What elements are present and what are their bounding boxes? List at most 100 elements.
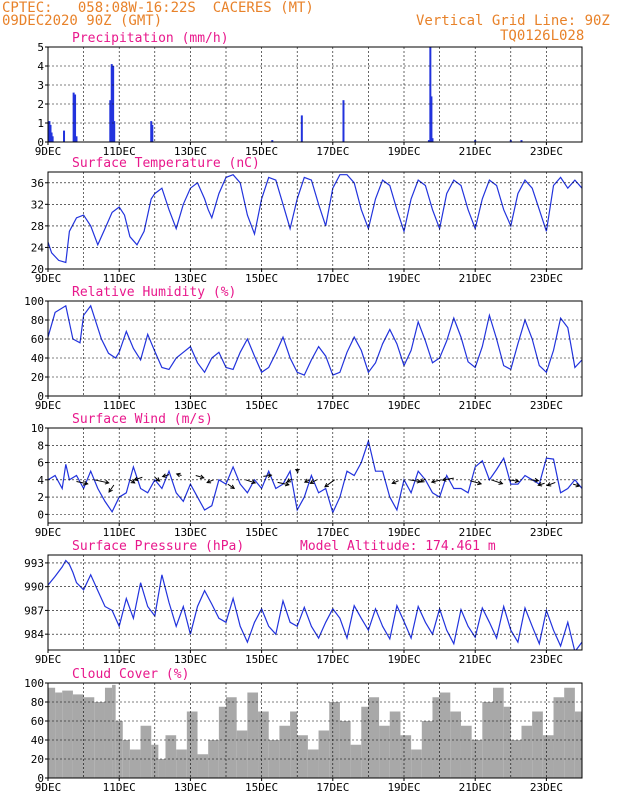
cloud-bar [297, 735, 308, 778]
x-tick-label: 17DEC [316, 526, 349, 539]
pressure-panel: 984 987 990 993 9DEC 11DEC 13DEC 15DEC 17DEC 19DE… [24, 539, 583, 666]
cloud-bar [450, 711, 461, 778]
header-datetime: 09DEC2020 90Z (GMT) [2, 13, 163, 29]
x-tick-label: 11DEC [103, 145, 136, 158]
x-tick-label: 11DEC [103, 526, 136, 539]
cloud-bar [186, 711, 198, 778]
cloud-bar [176, 749, 187, 778]
y-tick-label: 20 [31, 263, 44, 276]
cloud-bar [104, 687, 113, 778]
y-tick-label: 1 [37, 117, 44, 130]
x-tick-label: 13DEC [174, 526, 207, 539]
x-tick-label: 19DEC [387, 145, 420, 158]
cloud-bar [400, 735, 412, 778]
cloud-bar [521, 725, 533, 778]
panel-frame [47, 554, 583, 651]
x-tick-label: 21DEC [459, 526, 492, 539]
cloud-bar [140, 725, 152, 778]
x-tick-label: 23DEC [530, 781, 563, 794]
x-tick-label: 11DEC [103, 399, 136, 412]
wind-arrow-head [498, 480, 504, 485]
wind-arrow-head [303, 478, 309, 483]
wind-arrow-head [199, 474, 205, 480]
x-tick-label: 17DEC [316, 145, 349, 158]
precip-bar [72, 92, 75, 142]
y-tick-label: 4 [37, 60, 44, 73]
x-tick-label: 23DEC [530, 399, 563, 412]
cloud-bar [55, 692, 63, 778]
y-tick-label: 20 [31, 371, 44, 384]
wind-arrow-head [575, 482, 581, 488]
cloud-bar [553, 697, 565, 778]
cloud-bar [115, 721, 123, 778]
wind-arrow [76, 481, 88, 485]
panel-title: Cloud Cover (%) [72, 667, 189, 682]
y-tick-label: 32 [31, 198, 44, 211]
cloud-bar [129, 749, 141, 778]
x-tick-label: 11DEC [103, 272, 136, 285]
cloud-bar [421, 721, 433, 778]
wind-arrow-head [133, 476, 139, 482]
x-tick-label: 17DEC [316, 399, 349, 412]
cloud-bar [226, 697, 237, 778]
cloud-bar [389, 711, 401, 778]
y-tick-label: 8 [37, 439, 44, 452]
precip-bar [75, 136, 78, 142]
precip-bar [300, 115, 303, 142]
cloud-bar [94, 702, 105, 778]
y-tick-label: 10 [31, 422, 44, 435]
x-tick-label: 15DEC [245, 781, 278, 794]
y-tick-label: 987 [24, 604, 44, 617]
cloud-panel: 0 20 40 60 80 100 9DEC 11DEC 13DEC 15DEC 17DEC 19DE… [24, 667, 583, 794]
wind-panel: 0 2 4 6 8 10 9DEC 11DEC 13DEC 15DEC 17DEC 19DEC 21DE… [31, 412, 583, 539]
cloud-bar [218, 706, 226, 778]
cloud-bar [268, 740, 280, 778]
wind-arrow-head [477, 480, 483, 486]
x-tick-label: 19DEC [387, 272, 420, 285]
panel-frame [47, 682, 583, 779]
precip-bar [51, 136, 54, 142]
cloud-bar [72, 694, 84, 778]
wind-arrow-head [267, 473, 273, 479]
wind-arrow-head [391, 479, 397, 485]
precip-bar [110, 64, 113, 142]
wind-arrow [530, 479, 539, 482]
cloud-bar [290, 711, 298, 778]
cloud-bar [339, 721, 351, 778]
wind-arrow [94, 479, 109, 484]
cloud-bar [122, 740, 130, 778]
cloud-bar [158, 759, 166, 778]
humidity-panel: 0 20 40 60 80 100 9DEC 11DEC 13DEC 15DEC 17DEC 19DE… [24, 285, 583, 412]
y-tick-label: 990 [24, 581, 44, 594]
cloud-bar [564, 687, 575, 778]
wind-arrow [310, 479, 318, 484]
wind-arrow-head [161, 473, 167, 478]
y-tick-label: 993 [24, 557, 44, 570]
y-tick-label: 24 [31, 241, 45, 254]
wind-arrow-head [251, 479, 257, 485]
x-tick-label: 21DEC [459, 272, 492, 285]
x-tick-label: 9DEC [35, 781, 62, 794]
series-line [48, 304, 582, 376]
wind-arrow [206, 479, 214, 483]
precip-bar [113, 121, 116, 142]
y-tick-label: 0 [37, 390, 44, 403]
header-run-id: TQ0126L028 [500, 28, 585, 44]
x-tick-label: 23DEC [530, 145, 563, 158]
cloud-bar [247, 692, 259, 778]
precip-bar [520, 140, 523, 142]
x-tick-label: 17DEC [316, 272, 349, 285]
x-tick-label: 15DEC [245, 399, 278, 412]
y-tick-label: 2 [37, 491, 44, 504]
y-tick-label: 20 [31, 753, 44, 766]
x-tick-label: 17DEC [316, 653, 349, 666]
wind-arrow-head [108, 487, 113, 493]
wind-arrow-head [155, 477, 161, 482]
x-tick-label: 19DEC [387, 781, 420, 794]
y-tick-label: 5 [37, 41, 44, 54]
wind-arrow [277, 481, 289, 486]
y-tick-label: 2 [37, 98, 44, 111]
panel-title: Surface Temperature (nC) [72, 156, 260, 171]
x-tick-label: 23DEC [530, 653, 563, 666]
header-grid-note: Vertical Grid Line: 90Z [416, 13, 610, 29]
